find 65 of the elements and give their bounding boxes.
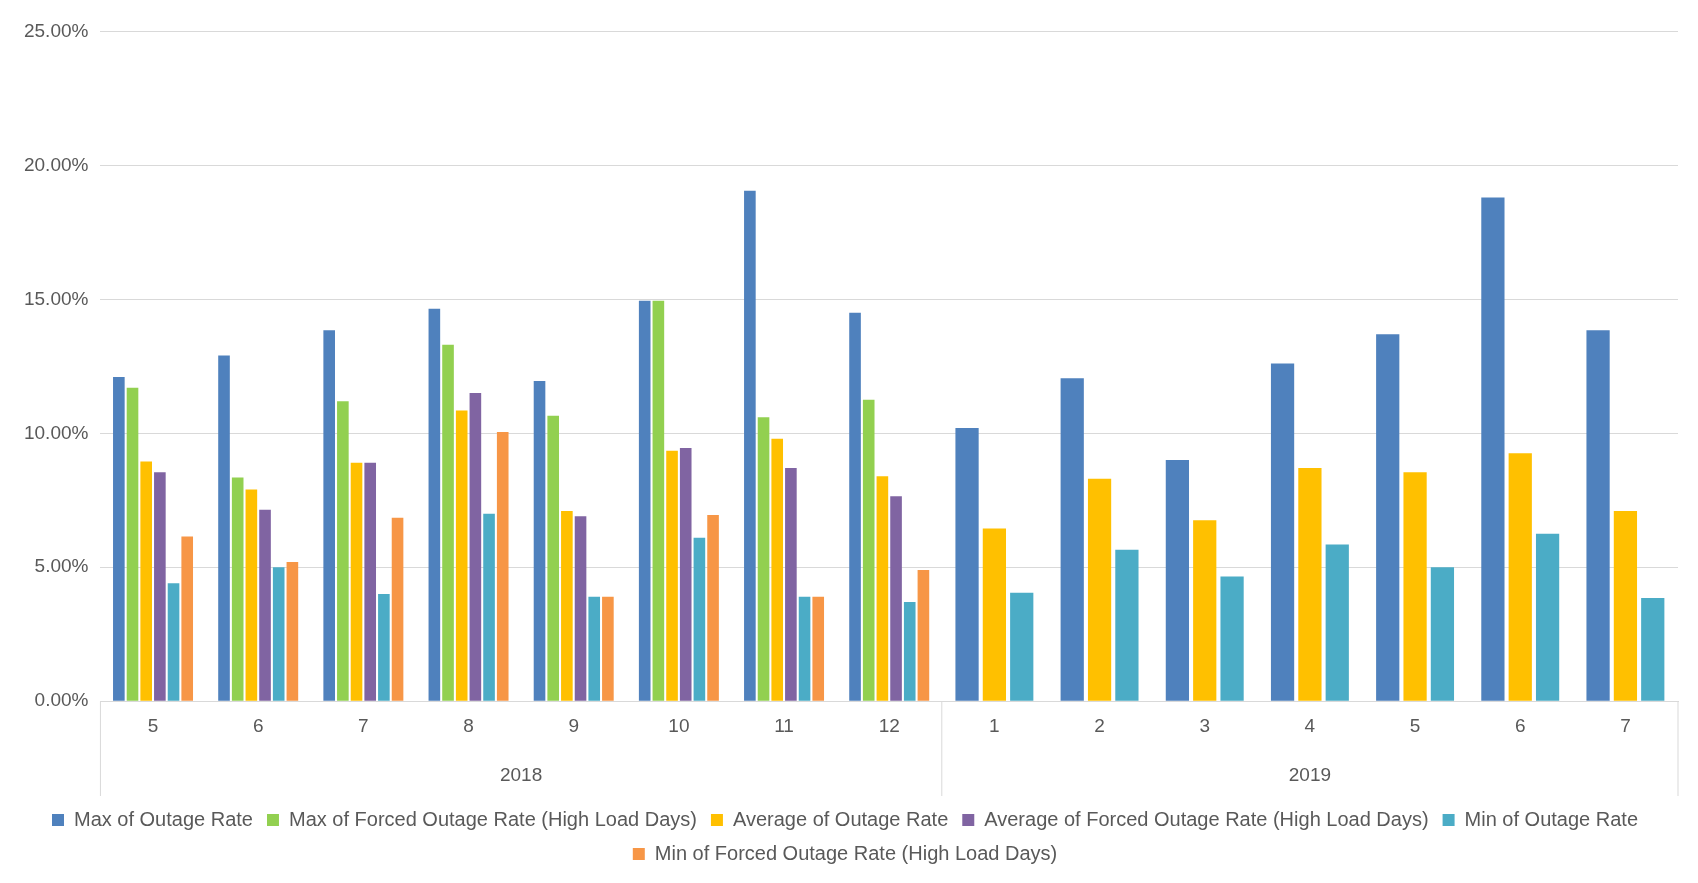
- bar: [496, 431, 509, 701]
- text: 2018: [499, 764, 543, 786]
- x-tick-label: 7: [358, 714, 369, 736]
- bar: [364, 462, 377, 701]
- x-tick-label: 6: [252, 714, 264, 736]
- y-tick-label: 0.00%: [34, 689, 89, 711]
- bar: [113, 377, 125, 701]
- y-tick-label: 10.00%: [23, 421, 89, 443]
- bar: [167, 583, 180, 701]
- bar: [547, 415, 560, 701]
- x-tick-label: 7: [1620, 714, 1631, 736]
- bar: [679, 448, 692, 701]
- y-tick-label: 20.00%: [23, 153, 89, 175]
- bar: [272, 567, 285, 701]
- x-tick-label: 1: [989, 714, 1000, 736]
- bar: [378, 594, 390, 701]
- x-tick-label: 4: [1304, 714, 1316, 736]
- legend-label: Average of Forced Outage Rate (High Load Days): [984, 807, 1429, 830]
- bar: [574, 516, 587, 701]
- legend-label: Min of Outage Rate: [1464, 807, 1639, 830]
- x-tick-label: 3: [1199, 714, 1211, 736]
- x-tick-label: 5: [1409, 714, 1421, 736]
- bar: [483, 513, 495, 701]
- x-tick-label: 9: [568, 714, 579, 736]
- x-tick-label: 11: [774, 714, 794, 736]
- legend-label: Average of Outage Rate: [732, 807, 949, 830]
- x-tick-label: 12: [878, 714, 900, 736]
- text: 2019: [1288, 764, 1332, 786]
- x-tick-label: 10: [668, 714, 690, 736]
- y-tick-label: 5.00%: [34, 555, 89, 577]
- bar: [917, 569, 930, 701]
- y-tick-label: 25.00%: [23, 19, 89, 41]
- bar: [561, 510, 573, 701]
- x-tick-label: 2: [1094, 714, 1105, 736]
- bar: [245, 489, 258, 701]
- bar: [812, 596, 825, 701]
- x-tick-label: 6: [1514, 714, 1526, 736]
- y-tick-label: 15.00%: [23, 287, 89, 309]
- bar: [126, 387, 139, 701]
- x-tick-label: 8: [463, 714, 474, 736]
- x-tick-label: 5: [147, 714, 159, 736]
- bar: [588, 596, 601, 701]
- bar: [218, 355, 230, 701]
- bar: [323, 330, 335, 701]
- bar: [533, 381, 546, 701]
- bar: [652, 300, 665, 701]
- bar: [693, 537, 706, 701]
- bar: [428, 308, 441, 701]
- bar: [785, 468, 797, 701]
- bar: [469, 393, 482, 701]
- bar: [231, 477, 244, 701]
- legend-label: Max of Outage Rate: [73, 807, 253, 830]
- bar: [337, 401, 349, 701]
- bar: [140, 461, 152, 701]
- legend-label: Min of Forced Outage Rate (High Load Days): [654, 841, 1058, 864]
- bar: [350, 462, 363, 701]
- bar: [391, 517, 404, 701]
- bar: [757, 417, 770, 701]
- legend-label: Max of Forced Outage Rate (High Load Days): [288, 807, 697, 830]
- bar: [707, 515, 719, 701]
- bar: [442, 344, 454, 701]
- bar: [259, 509, 271, 701]
- bar: [602, 596, 614, 701]
- bar: [286, 561, 299, 701]
- bar: [455, 410, 468, 701]
